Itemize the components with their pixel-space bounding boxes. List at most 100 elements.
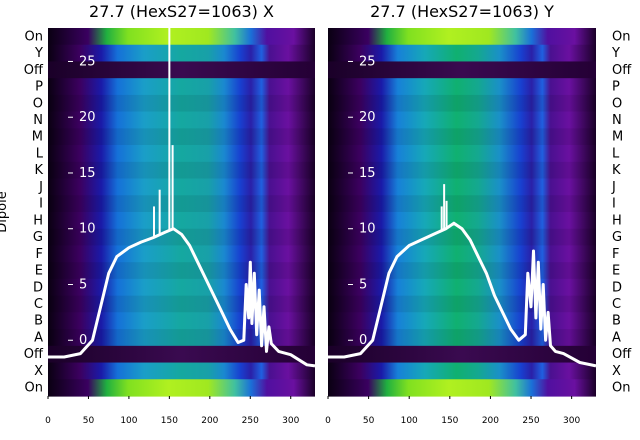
heatmap-row bbox=[328, 161, 596, 180]
row-label: L bbox=[36, 146, 44, 161]
row-label: H bbox=[612, 213, 622, 228]
heatmap-row bbox=[328, 278, 596, 297]
overlay-tick-label: 15 bbox=[79, 166, 96, 181]
x-tick-label: 100 bbox=[401, 416, 418, 426]
x-tick-label: 50 bbox=[363, 416, 375, 426]
heatmap-row bbox=[48, 128, 315, 146]
row-label: On bbox=[25, 29, 43, 44]
heatmap-row bbox=[48, 379, 315, 397]
heatmap-row-shade bbox=[328, 262, 596, 279]
row-label: A bbox=[34, 330, 43, 345]
heatmap-row bbox=[48, 161, 315, 180]
heatmap-row bbox=[48, 278, 315, 297]
row-label: I bbox=[39, 197, 43, 212]
heatmap-row bbox=[48, 345, 315, 364]
overlay-tick-label: 5 bbox=[359, 277, 367, 292]
x-tick-label: 50 bbox=[83, 416, 95, 426]
heatmap-row-shade bbox=[48, 128, 315, 146]
heatmap-row bbox=[328, 212, 596, 230]
heatmap-row bbox=[48, 94, 315, 113]
x-tick-label: 150 bbox=[161, 416, 178, 426]
heatmap-row-shade bbox=[48, 329, 315, 346]
row-label: E bbox=[35, 264, 43, 279]
row-label: B bbox=[612, 314, 621, 329]
row-label: Off bbox=[24, 63, 44, 78]
heatmap-row bbox=[48, 312, 315, 330]
heatmap-row-shade bbox=[48, 161, 315, 179]
heatmap-row bbox=[48, 329, 315, 347]
row-label: X bbox=[612, 364, 621, 379]
heatmap-row bbox=[328, 128, 596, 146]
heatmap-row bbox=[48, 228, 315, 247]
heatmap-row bbox=[328, 345, 596, 364]
heatmap-row bbox=[48, 262, 315, 280]
overlay-tick-label: 20 bbox=[79, 110, 96, 125]
heatmap-row bbox=[48, 195, 315, 213]
heatmap-row bbox=[328, 312, 596, 330]
heatmap-row bbox=[48, 111, 315, 129]
heatmap-row bbox=[328, 78, 596, 96]
x-tick-label: 300 bbox=[282, 416, 299, 426]
row-label: A bbox=[612, 330, 621, 345]
heatmap-row-shade bbox=[328, 195, 596, 212]
heatmap-row-shade bbox=[48, 295, 315, 313]
heatmap-row-shade bbox=[48, 262, 315, 279]
row-label: X bbox=[34, 364, 43, 379]
trace-line bbox=[48, 227, 316, 368]
row-label: C bbox=[612, 297, 621, 312]
overlay-tick-label: 15 bbox=[359, 166, 376, 181]
y-axis-label: Dipole bbox=[0, 191, 10, 232]
heatmap-row bbox=[328, 228, 596, 247]
row-label: F bbox=[612, 247, 619, 262]
overlay-tick-label: 20 bbox=[359, 110, 376, 125]
row-label: Off bbox=[24, 347, 44, 362]
row-label: D bbox=[33, 280, 43, 295]
row-label: Off bbox=[612, 63, 632, 78]
heatmap-row bbox=[328, 111, 596, 129]
row-label: On bbox=[612, 381, 630, 396]
heatmap-row bbox=[328, 61, 596, 79]
row-label: L bbox=[612, 146, 620, 161]
row-label: K bbox=[612, 163, 621, 178]
row-label: C bbox=[34, 297, 43, 312]
heatmap-row-shade bbox=[328, 161, 596, 179]
row-label: K bbox=[34, 163, 43, 178]
x-tick-label: 0 bbox=[325, 416, 331, 426]
heatmap-row-shade bbox=[48, 195, 315, 212]
overlay-tick-label: 5 bbox=[79, 277, 87, 292]
row-label: D bbox=[612, 280, 622, 295]
chart-title: 27.7 (HexS27=1063) Y bbox=[370, 2, 554, 21]
x-tick-label: 100 bbox=[120, 416, 137, 426]
overlay-tick-label: 25 bbox=[359, 54, 376, 69]
heatmap-row-shade bbox=[328, 228, 596, 246]
heatmap-row bbox=[48, 178, 315, 196]
heatmap-row bbox=[48, 362, 315, 380]
row-label: G bbox=[33, 230, 43, 245]
overlay-tick-label: 0 bbox=[359, 333, 367, 348]
row-label: G bbox=[612, 230, 622, 245]
heatmap-row bbox=[48, 145, 315, 163]
heatmap-row bbox=[48, 212, 315, 230]
heatmap-row-shade bbox=[328, 128, 596, 146]
overlay-tick-label: 10 bbox=[79, 222, 96, 237]
x-tick-label: 150 bbox=[441, 416, 458, 426]
row-label: Y bbox=[34, 46, 43, 61]
heatmap-row bbox=[48, 44, 315, 63]
row-label: M bbox=[32, 130, 43, 145]
row-label: P bbox=[35, 80, 43, 95]
row-label: H bbox=[33, 213, 43, 228]
overlay-tick-label: 10 bbox=[359, 222, 376, 237]
trace-line bbox=[328, 221, 597, 368]
overlay-tick-label: 0 bbox=[79, 333, 87, 348]
x-tick-label: 300 bbox=[563, 416, 580, 426]
heatmap-row bbox=[48, 245, 315, 263]
heatmap-row bbox=[328, 195, 596, 213]
heatmap-row bbox=[328, 362, 596, 380]
heatmap-row bbox=[328, 379, 596, 397]
row-label: M bbox=[612, 130, 623, 145]
heatmap-row bbox=[328, 178, 596, 196]
row-label: J bbox=[38, 180, 43, 195]
x-tick-label: 250 bbox=[522, 416, 539, 426]
row-label: P bbox=[612, 80, 620, 95]
